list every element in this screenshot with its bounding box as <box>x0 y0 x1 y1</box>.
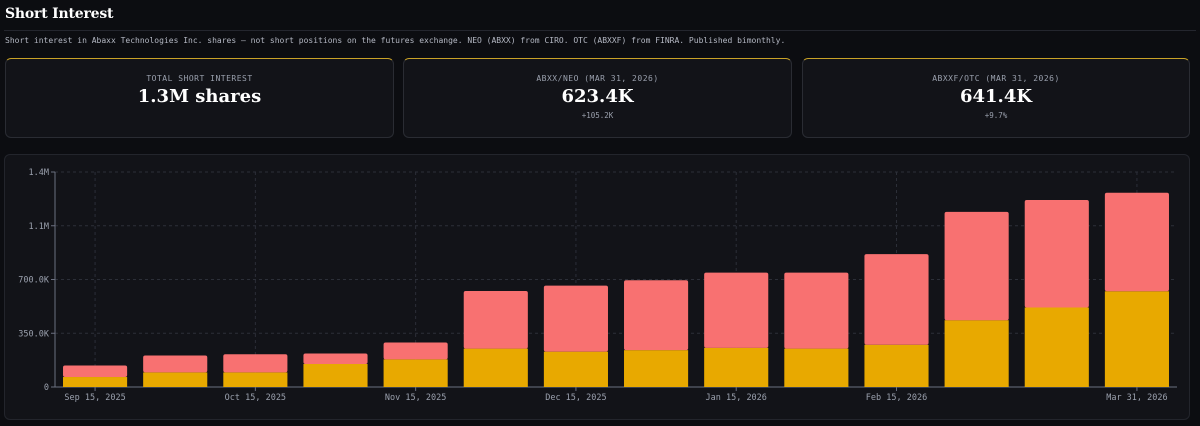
short-interest-chart: 0 350.0K 700.0K 1.1M 1.4M Sep 15, 2025 Oct 15,… <box>18 168 1177 403</box>
page-subtitle: Short interest in Abaxx Technologies Inc… <box>5 36 786 45</box>
x-tick-label: Oct 15, 2025 <box>225 393 286 403</box>
title-divider <box>4 30 1196 31</box>
bar-neo <box>1024 307 1089 387</box>
card-value: 623.4K <box>561 86 634 107</box>
y-tick-label: 0 <box>44 383 49 393</box>
x-tick-label: Feb 15, 2026 <box>866 393 927 403</box>
y-tick-label: 1.1M <box>29 222 49 232</box>
y-tick-label: 350.0K <box>18 329 50 339</box>
x-tick-label: Nov 15, 2025 <box>385 393 446 403</box>
bar-otc <box>704 272 769 348</box>
bar-neo <box>463 348 528 387</box>
bar-otc <box>1024 199 1089 308</box>
abxxf-otc-card: ABXXF/OTC (MAR 31, 2026) 641.4K +9.7% <box>802 58 1190 138</box>
bar-otc <box>143 355 208 373</box>
bar-otc <box>303 353 368 364</box>
bar-neo <box>543 351 608 387</box>
card-delta: +105.2K <box>581 111 614 120</box>
bar-neo <box>223 372 288 387</box>
bar-neo <box>624 350 689 387</box>
bar-otc <box>543 285 608 352</box>
bar-otc <box>624 280 689 351</box>
bar-neo <box>864 344 929 387</box>
bar-otc <box>1104 192 1169 292</box>
bar-neo <box>1104 291 1169 387</box>
page-title: Short Interest <box>5 6 114 22</box>
bar-neo <box>63 377 128 387</box>
bar-neo <box>704 347 769 387</box>
bar-otc <box>463 291 528 349</box>
y-tick-label: 1.4M <box>29 168 49 178</box>
card-value: 1.3M shares <box>137 86 262 107</box>
bar-otc <box>63 365 128 378</box>
total-short-interest-card: TOTAL SHORT INTEREST 1.3M shares <box>5 58 394 138</box>
card-delta: +9.7% <box>984 111 1008 120</box>
bar-otc <box>383 342 448 360</box>
bar-otc <box>223 354 288 373</box>
bar-neo <box>143 372 208 387</box>
bar-otc <box>944 211 1009 321</box>
x-tick-label: Dec 15, 2025 <box>545 393 606 403</box>
y-tick-label: 700.0K <box>18 276 50 286</box>
bar-otc <box>864 254 929 345</box>
card-label: TOTAL SHORT INTEREST <box>146 74 253 83</box>
x-tick-label: Jan 15, 2026 <box>706 393 767 403</box>
bar-neo <box>784 348 849 387</box>
abxx-neo-card: ABXX/NEO (MAR 31, 2026) 623.4K +105.2K <box>403 58 792 138</box>
bar-neo <box>303 363 368 387</box>
x-tick-label: Mar 31, 2026 <box>1106 393 1167 403</box>
x-tick-label: Sep 15, 2025 <box>64 393 125 403</box>
card-value: 641.4K <box>959 86 1032 107</box>
bar-neo <box>944 320 1009 387</box>
bar-neo <box>383 359 448 387</box>
short-interest-chart-panel: 0 350.0K 700.0K 1.1M 1.4M Sep 15, 2025 Oct 15,… <box>4 154 1190 420</box>
card-label: ABXXF/OTC (MAR 31, 2026) <box>932 74 1060 83</box>
card-label: ABXX/NEO (MAR 31, 2026) <box>536 74 659 83</box>
bar-otc <box>784 272 849 349</box>
